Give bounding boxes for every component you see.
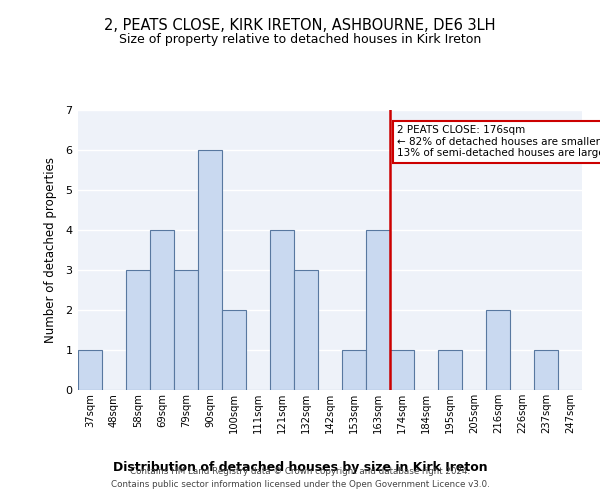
Y-axis label: Number of detached properties: Number of detached properties	[44, 157, 57, 343]
Bar	[366, 230, 390, 390]
Text: 2, PEATS CLOSE, KIRK IRETON, ASHBOURNE, DE6 3LH: 2, PEATS CLOSE, KIRK IRETON, ASHBOURNE, …	[104, 18, 496, 32]
Bar	[150, 230, 174, 390]
Text: 2 PEATS CLOSE: 176sqm
← 82% of detached houses are smaller (37)
13% of semi-deta: 2 PEATS CLOSE: 176sqm ← 82% of detached …	[397, 125, 600, 158]
Bar	[390, 350, 414, 390]
Text: Contains HM Land Registry data © Crown copyright and database right 2024.
Contai: Contains HM Land Registry data © Crown c…	[110, 468, 490, 489]
Bar	[174, 270, 198, 390]
Bar	[198, 150, 222, 390]
Bar	[270, 230, 294, 390]
Text: Distribution of detached houses by size in Kirk Ireton: Distribution of detached houses by size …	[113, 461, 487, 474]
Bar	[486, 310, 510, 390]
Bar	[222, 310, 246, 390]
Bar	[534, 350, 558, 390]
Bar	[78, 350, 102, 390]
Bar	[294, 270, 318, 390]
Text: Size of property relative to detached houses in Kirk Ireton: Size of property relative to detached ho…	[119, 32, 481, 46]
Bar	[126, 270, 150, 390]
Bar	[342, 350, 366, 390]
Bar	[438, 350, 462, 390]
